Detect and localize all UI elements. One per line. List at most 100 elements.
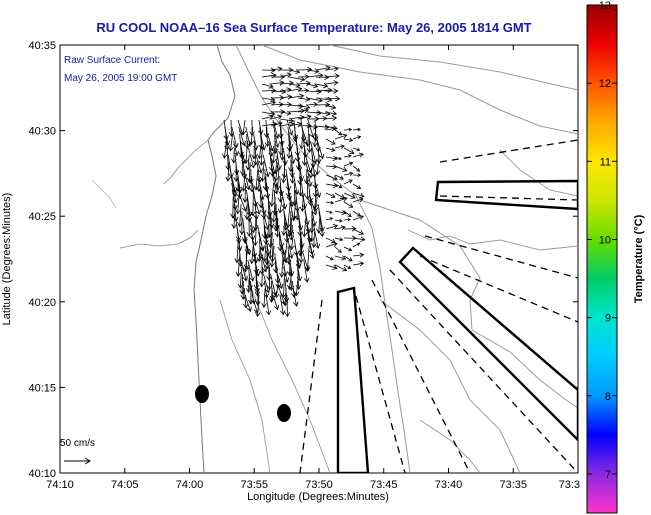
y-tick-label: 40:25 bbox=[28, 211, 56, 223]
y-tick-label: 40:20 bbox=[28, 297, 56, 309]
bathymetry-contour-3 bbox=[329, 45, 578, 91]
current-vector bbox=[274, 280, 280, 299]
current-vector bbox=[267, 224, 274, 248]
current-vector bbox=[334, 144, 345, 149]
current-vector bbox=[297, 80, 311, 87]
current-vector bbox=[343, 161, 354, 167]
inland-contour bbox=[91, 179, 117, 209]
current-vector bbox=[269, 161, 275, 177]
current-vector bbox=[288, 82, 301, 88]
legend-line-2: May 26, 2005 19:00 GMT bbox=[64, 73, 177, 84]
current-vector bbox=[324, 104, 337, 110]
current-vector bbox=[244, 294, 252, 312]
current-vector bbox=[299, 196, 306, 213]
current-vector bbox=[334, 129, 343, 136]
current-vector bbox=[297, 168, 303, 186]
current-vector bbox=[279, 238, 287, 256]
y-axis-label: Latitude (Degrees:Minutes) bbox=[1, 193, 13, 326]
current-vector bbox=[307, 238, 315, 259]
current-vector bbox=[270, 66, 283, 72]
current-vector bbox=[248, 126, 255, 146]
current-vector bbox=[303, 168, 310, 185]
current-vector bbox=[269, 182, 275, 207]
current-vector bbox=[343, 179, 353, 185]
current-vector bbox=[334, 133, 348, 140]
current-vector bbox=[343, 201, 354, 208]
current-vector bbox=[324, 66, 339, 72]
current-vector bbox=[288, 217, 294, 235]
current-vector bbox=[272, 252, 279, 274]
current-vector bbox=[352, 127, 361, 132]
current-vector bbox=[271, 196, 277, 223]
current-vector bbox=[301, 217, 308, 238]
x-tick-label: 73:55 bbox=[240, 479, 268, 491]
current-vector bbox=[263, 175, 270, 192]
current-vector bbox=[270, 140, 277, 164]
current-vector bbox=[265, 294, 272, 316]
current-vector bbox=[314, 154, 321, 176]
current-vector bbox=[257, 140, 263, 160]
current-vector bbox=[352, 165, 361, 172]
current-vector bbox=[255, 287, 261, 306]
current-vector bbox=[261, 100, 277, 106]
current-vector bbox=[289, 231, 295, 251]
bathymetry-contour-6 bbox=[219, 299, 271, 473]
current-vector bbox=[297, 88, 310, 94]
coastline bbox=[193, 45, 236, 473]
current-vector bbox=[297, 104, 311, 110]
current-vector bbox=[343, 147, 355, 154]
current-vector bbox=[286, 231, 294, 259]
current-vector bbox=[325, 210, 333, 214]
current-vector bbox=[343, 264, 352, 270]
current-vector bbox=[297, 122, 312, 129]
current-vector bbox=[261, 287, 267, 309]
current-vector bbox=[222, 140, 228, 159]
bathymetry-contour-7 bbox=[239, 259, 331, 473]
current-vector bbox=[334, 225, 346, 231]
current-vector bbox=[279, 294, 286, 316]
current-vector bbox=[352, 261, 365, 267]
current-vector bbox=[270, 80, 285, 86]
current-vector bbox=[225, 161, 231, 182]
current-vector bbox=[258, 231, 265, 252]
current-vector bbox=[230, 175, 238, 197]
current-vector bbox=[280, 245, 288, 264]
current-vector bbox=[231, 210, 237, 229]
current-vector bbox=[325, 192, 336, 198]
current-vector bbox=[306, 101, 318, 107]
current-vector bbox=[249, 245, 255, 265]
x-tick-label: 73:45 bbox=[370, 479, 398, 491]
current-vector bbox=[297, 66, 313, 73]
current-vector bbox=[277, 273, 284, 290]
current-vector bbox=[252, 217, 259, 247]
current-vector bbox=[270, 101, 284, 108]
current-vector bbox=[315, 182, 322, 198]
x-tick-label: 74:05 bbox=[111, 479, 139, 491]
current-vector bbox=[279, 87, 292, 93]
radial-dashes bbox=[299, 139, 578, 473]
x-axis: 74:10 74:05 74:00 73:55 73:50 73:45 73:40 73:35… bbox=[46, 45, 580, 491]
current-vector bbox=[269, 245, 275, 268]
colorbar-tick-label: 13 bbox=[599, 0, 611, 12]
current-vector bbox=[334, 210, 347, 216]
current-vector bbox=[288, 114, 305, 121]
y-tick-label: 40:35 bbox=[28, 40, 56, 52]
current-vector bbox=[325, 237, 336, 244]
x-tick-label: 73:40 bbox=[435, 479, 463, 491]
current-vector bbox=[253, 196, 261, 215]
y-tick-label: 40:30 bbox=[28, 126, 56, 138]
current-vector bbox=[313, 224, 321, 249]
current-vector bbox=[325, 155, 338, 161]
current-vector bbox=[246, 210, 252, 237]
current-vector bbox=[280, 161, 287, 184]
current-vector bbox=[324, 95, 341, 102]
current-vector bbox=[334, 174, 344, 180]
current-vector bbox=[254, 280, 261, 297]
scale-bar-label: 50 cm/s bbox=[60, 438, 95, 449]
current-vector bbox=[297, 114, 312, 120]
current-vector bbox=[352, 242, 361, 248]
current-vector bbox=[289, 168, 296, 184]
current-vector bbox=[286, 140, 292, 159]
current-vector bbox=[238, 126, 246, 147]
x-tick-label: 73:35 bbox=[499, 479, 527, 491]
